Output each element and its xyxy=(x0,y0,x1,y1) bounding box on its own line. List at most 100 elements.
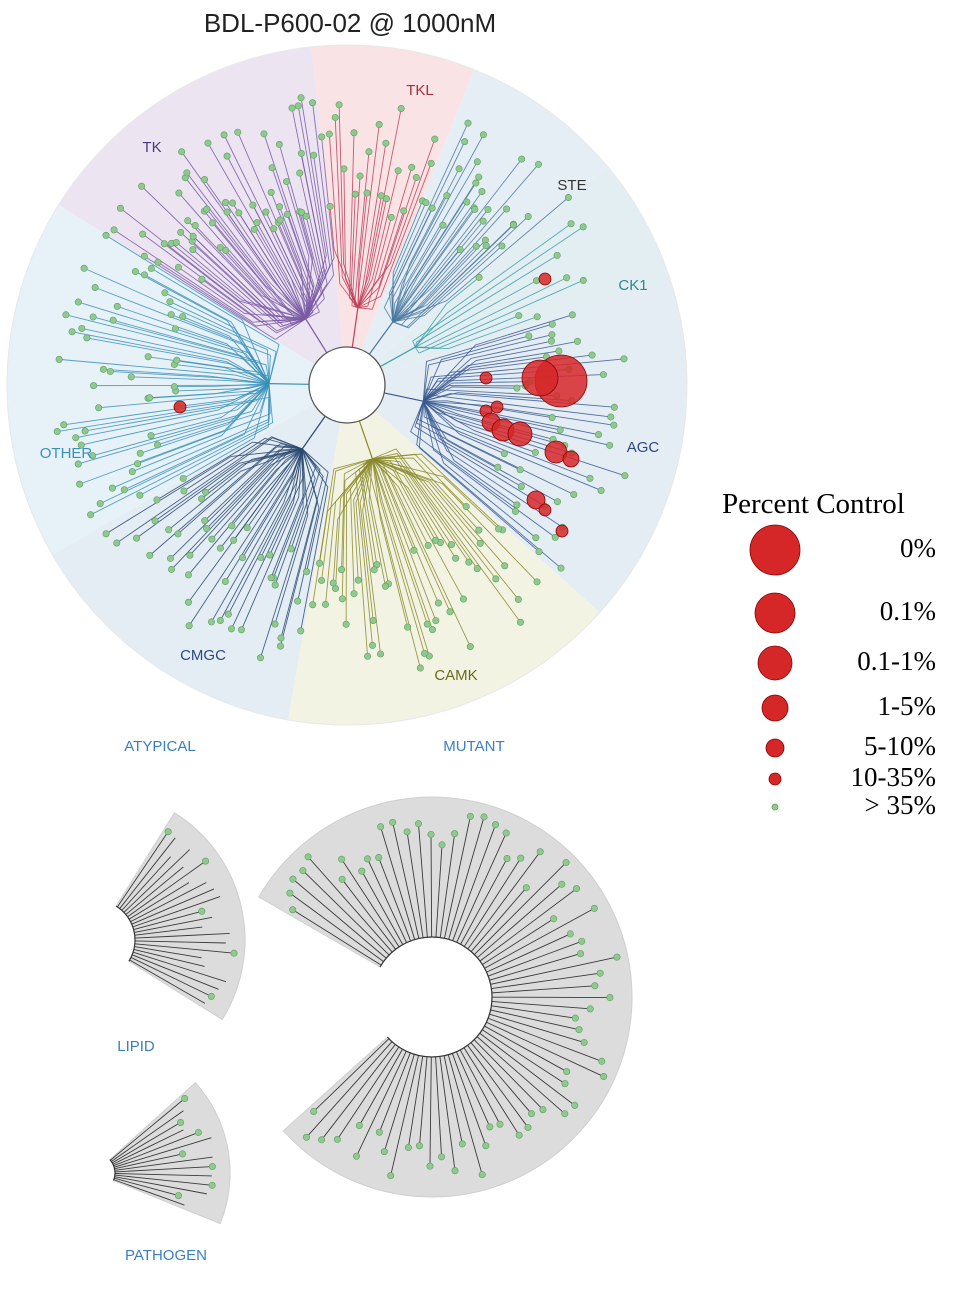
kinase-node xyxy=(424,541,432,549)
kinase-node xyxy=(351,190,359,198)
kinase-node xyxy=(443,192,451,200)
kinase-node xyxy=(108,484,116,492)
kinase-node xyxy=(198,275,206,283)
kinase-node xyxy=(369,616,377,624)
kinase-node xyxy=(420,649,428,657)
kinase-node xyxy=(120,486,128,494)
kinase-node xyxy=(503,205,511,213)
kinase-node xyxy=(567,220,575,228)
kinase-node xyxy=(89,452,97,460)
subtree-label-mutant: MUTANT xyxy=(443,738,504,755)
kinase-node xyxy=(198,907,206,915)
hit-kinase-node xyxy=(507,421,533,447)
hit-kinase-node xyxy=(173,400,187,414)
kinase-node xyxy=(492,821,500,829)
kinase-node xyxy=(513,384,521,392)
kinase-node xyxy=(207,618,215,626)
kinase-node xyxy=(147,264,155,272)
kinase-node xyxy=(257,554,265,562)
kinase-node xyxy=(289,875,297,883)
kinase-node xyxy=(597,486,605,494)
kinase-node xyxy=(550,915,558,923)
kinase-node xyxy=(146,394,154,402)
hit-kinase-node xyxy=(490,400,504,414)
kinase-node xyxy=(316,559,324,567)
kinase-node xyxy=(110,226,118,234)
kinase-node xyxy=(459,595,467,603)
kinase-node xyxy=(180,487,188,495)
kinase-node xyxy=(422,199,430,207)
kinase-node xyxy=(183,169,191,177)
kinase-node xyxy=(333,1135,341,1143)
kinase-node xyxy=(166,298,174,306)
kinase-node xyxy=(586,474,594,482)
kinase-node xyxy=(514,595,522,603)
kinase-node xyxy=(451,830,459,838)
kinase-node xyxy=(414,820,422,828)
kinase-node xyxy=(363,189,371,197)
kinase-node xyxy=(138,182,146,190)
hit-kinase-node xyxy=(521,359,559,397)
kinase-node xyxy=(387,213,395,221)
kinase-node xyxy=(515,1131,523,1139)
kinase-node xyxy=(276,203,284,211)
kinase-node xyxy=(202,857,210,865)
kinase-node xyxy=(464,119,472,127)
kinase-node xyxy=(482,242,490,250)
kinase-node xyxy=(309,99,317,107)
kinase-node xyxy=(153,441,161,449)
kinase-node xyxy=(147,432,155,440)
kinase-node xyxy=(358,867,366,875)
kinase-node xyxy=(216,243,224,251)
kinase-node xyxy=(558,880,566,888)
kinase-node xyxy=(595,431,603,439)
kinase-node xyxy=(554,498,562,506)
kinase-node xyxy=(377,650,385,658)
kinase-node xyxy=(536,848,544,856)
kinase-node xyxy=(184,217,192,225)
hit-kinase-node xyxy=(526,490,546,510)
kinase-node xyxy=(296,169,304,177)
kinase-node xyxy=(74,460,82,468)
kinase-node xyxy=(575,1026,583,1034)
kinase-node xyxy=(178,148,186,156)
kinase-node xyxy=(102,530,110,538)
kinase-node xyxy=(309,601,317,609)
kinase-node xyxy=(394,167,402,175)
kinase-node xyxy=(146,551,154,559)
kinase-node xyxy=(557,564,565,572)
kinase-node xyxy=(294,102,302,110)
kinase-node xyxy=(456,246,464,254)
subtree-label-lipid: LIPID xyxy=(117,1038,155,1055)
kinase-node xyxy=(551,533,559,541)
kinase-node xyxy=(513,501,521,509)
kinase-node xyxy=(289,906,297,914)
kinase-node xyxy=(266,551,274,559)
subtree-lipid xyxy=(109,1081,231,1225)
kinase-node xyxy=(267,188,275,196)
kinase-node xyxy=(338,855,346,863)
kinase-node xyxy=(318,576,326,584)
kinase-node xyxy=(249,201,257,209)
kinase-node xyxy=(438,841,446,849)
kinase-node xyxy=(127,373,135,381)
kinase-node xyxy=(113,302,121,310)
kinase-node xyxy=(113,539,121,547)
kinase-node xyxy=(151,517,159,525)
kinase-node xyxy=(202,488,210,496)
kinase-node xyxy=(475,273,483,281)
kinase-node xyxy=(382,195,390,203)
kinase-node xyxy=(561,1110,569,1118)
kinase-node xyxy=(201,176,209,184)
kinase-node xyxy=(234,128,242,136)
kinase-node xyxy=(498,242,506,250)
kinase-node xyxy=(475,173,483,181)
kinase-node xyxy=(502,829,510,837)
legend-marker xyxy=(757,645,793,681)
kinase-node xyxy=(533,578,541,586)
kinase-node xyxy=(533,313,541,321)
kinase-node xyxy=(354,576,362,584)
kinase-node xyxy=(275,140,283,148)
kinase-node xyxy=(208,1181,216,1189)
kinase-node xyxy=(95,404,103,412)
